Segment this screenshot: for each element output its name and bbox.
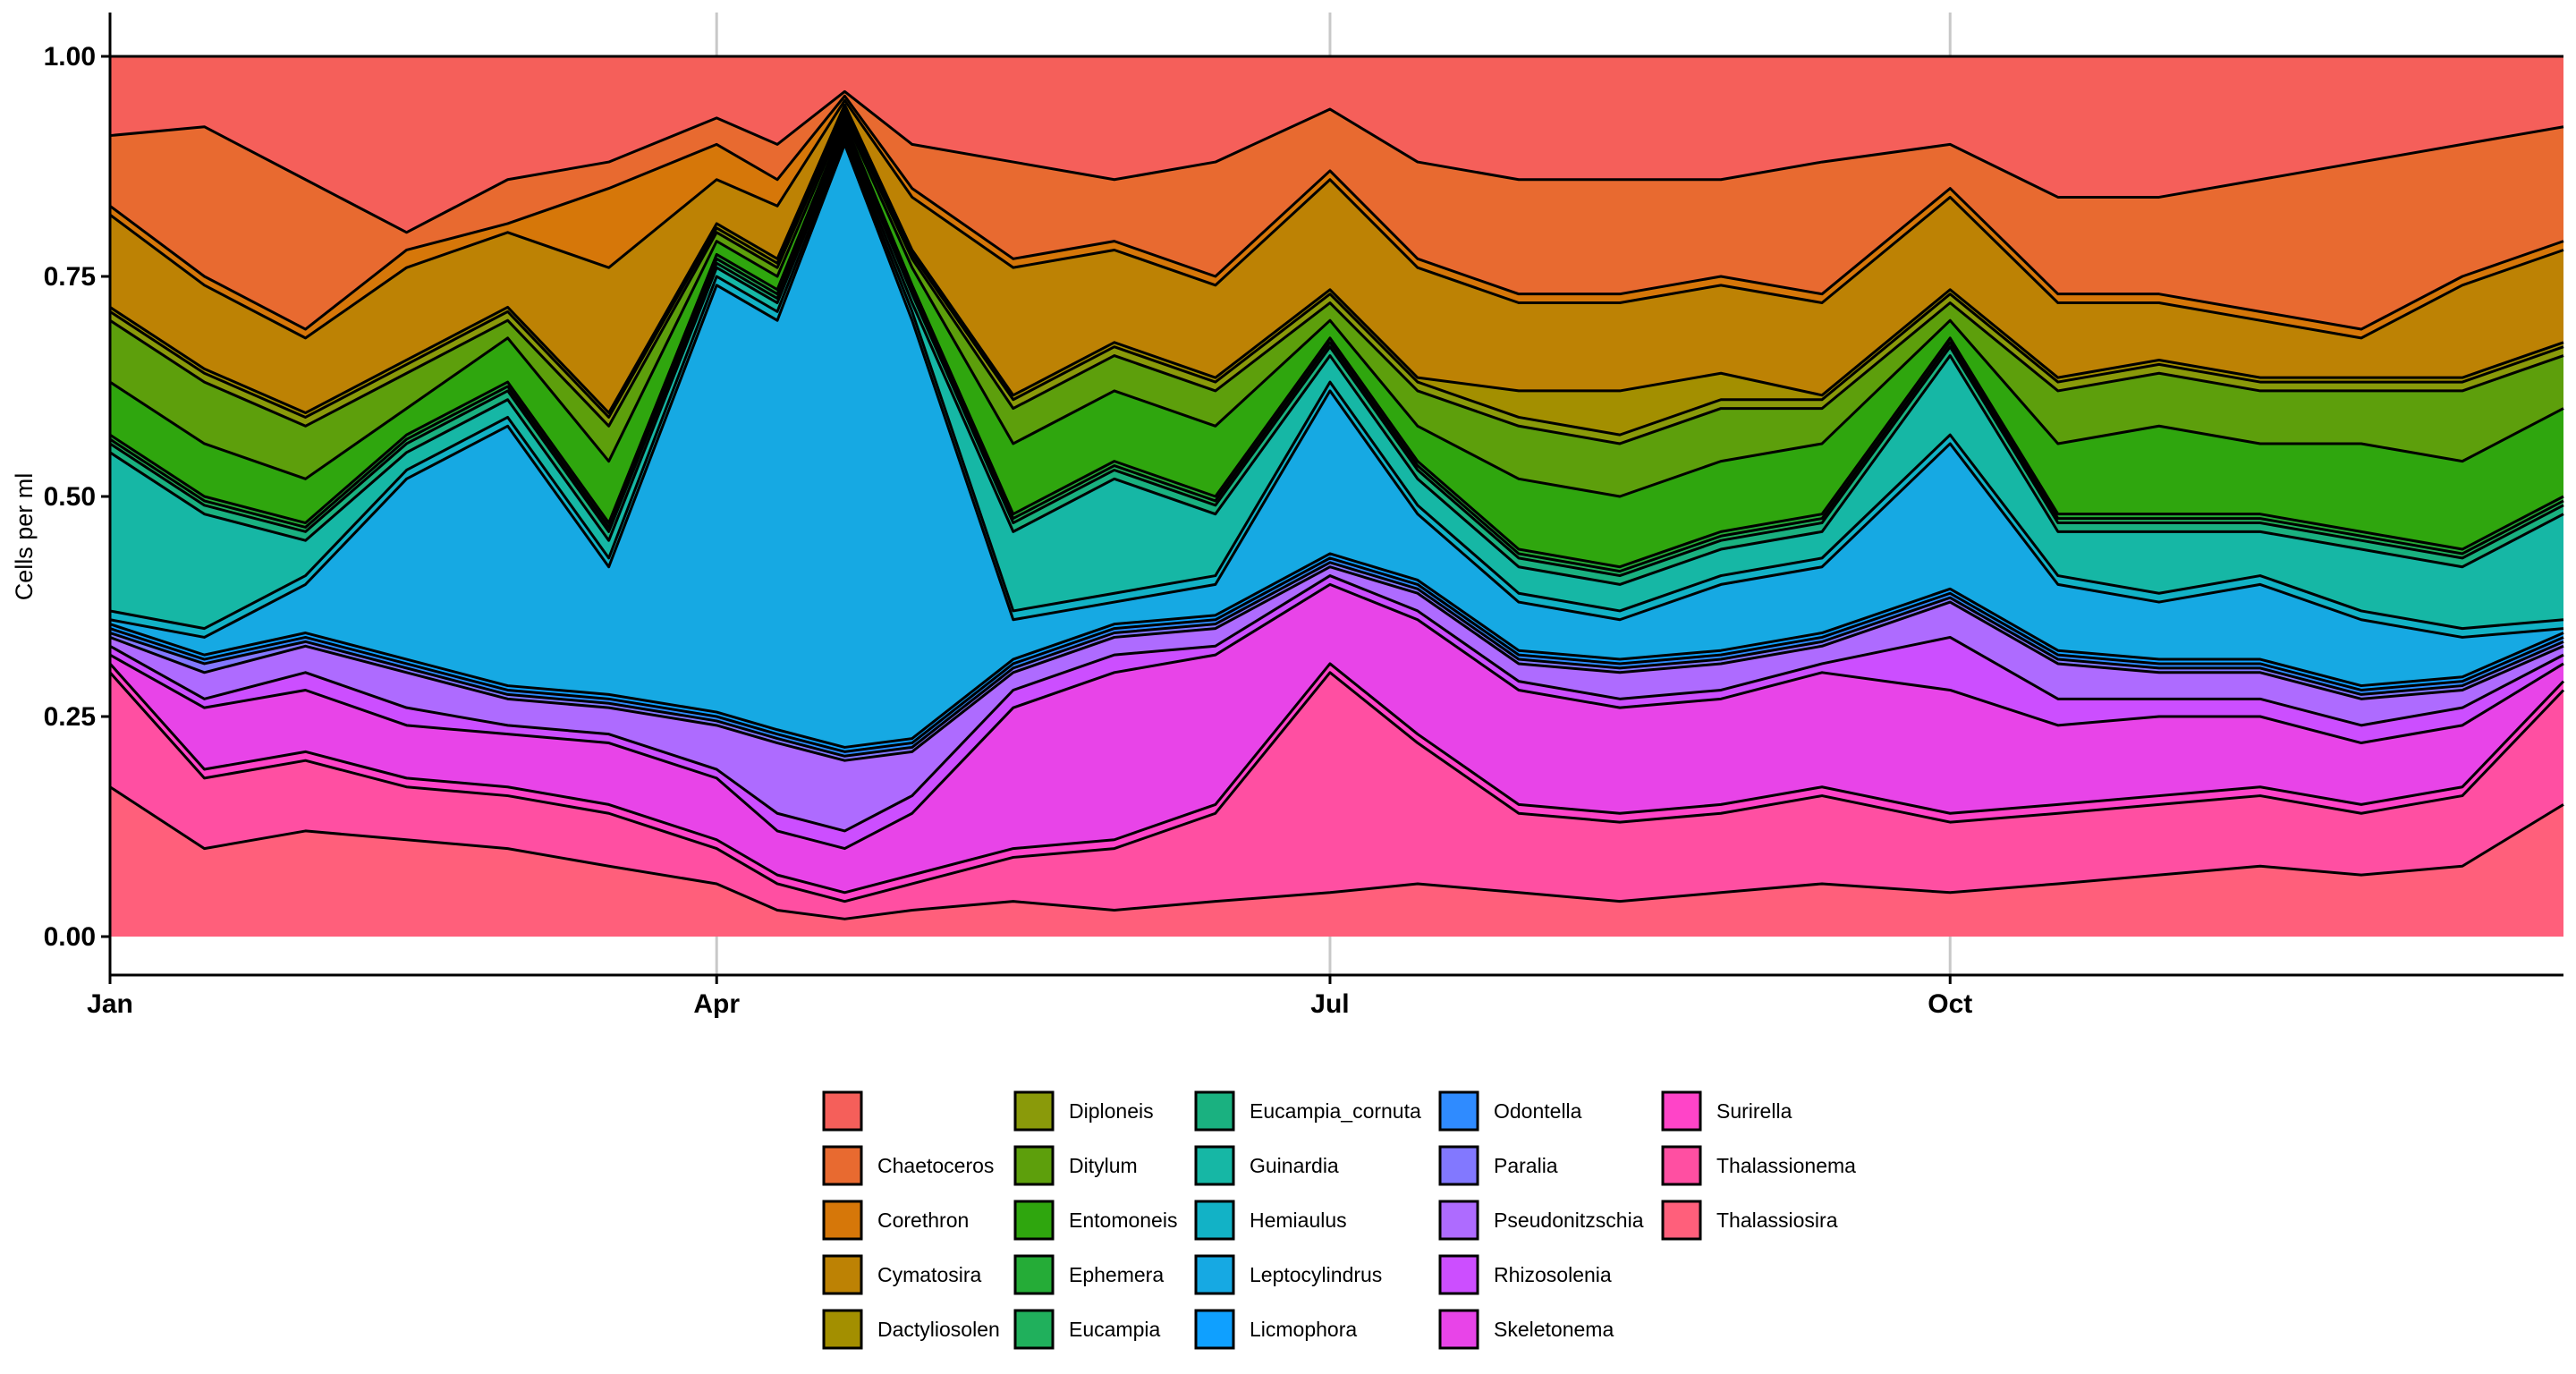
y-tick-label: 0.00 xyxy=(44,922,96,952)
legend-swatch-rhizosolenia xyxy=(1438,1254,1479,1295)
area-unnamed xyxy=(110,56,2563,233)
legend-swatch-eucampia xyxy=(1013,1309,1055,1350)
legend-label-corethron: Corethron xyxy=(877,1209,969,1232)
area-leptocylindrus xyxy=(110,144,2563,748)
area-ephemera xyxy=(110,122,2563,572)
legend-swatch-ditylum xyxy=(1013,1145,1055,1186)
area-thalassiosira xyxy=(110,786,2563,937)
legend-label-ephemera: Ephemera xyxy=(1069,1263,1164,1286)
legend-label-diploneis: Diploneis xyxy=(1069,1099,1154,1123)
legend-label-thalassiosira: Thalassiosira xyxy=(1716,1209,1838,1232)
legend-swatch-thalassionema xyxy=(1661,1145,1702,1186)
legend-label-licmophora: Licmophora xyxy=(1250,1318,1357,1341)
legend-swatch-ephemera xyxy=(1013,1254,1055,1295)
legend-swatch-surirella xyxy=(1661,1090,1702,1132)
area-skeletonema xyxy=(110,584,2563,893)
boundary-ditylum xyxy=(109,112,2564,445)
legend-label-rhizosolenia: Rhizosolenia xyxy=(1494,1263,1612,1286)
legend-label-ditylum: Ditylum xyxy=(1069,1154,1138,1177)
legend-swatch-pseudonitzschia xyxy=(1438,1200,1479,1241)
boundary-rhizosolenia xyxy=(109,574,2564,833)
legend-swatch-entomoneis xyxy=(1013,1200,1055,1241)
legend-swatch-guinardia xyxy=(1194,1145,1235,1186)
legend-label-skeletonema: Skeletonema xyxy=(1494,1318,1614,1341)
x-tick-label: Apr xyxy=(693,989,740,1019)
y-tick-label: 1.00 xyxy=(44,42,96,72)
legend-label-thalassionema: Thalassionema xyxy=(1716,1154,1856,1177)
legend-swatch-odontella xyxy=(1438,1090,1479,1132)
boundary-dactyliosolen xyxy=(109,103,2564,415)
boundary-skeletonema xyxy=(109,582,2564,851)
legend-swatch-licmophora xyxy=(1194,1309,1235,1350)
area-eucampia xyxy=(110,126,2563,576)
legend: Chaetoceros Corethron Cymatosira Dactylioso… xyxy=(822,1090,1856,1350)
legend-label-cymatosira: Cymatosira xyxy=(877,1263,982,1286)
boundary-entomoneis xyxy=(109,116,2564,498)
x-tick-label: Oct xyxy=(1928,989,1972,1019)
boundary-chaetoceros xyxy=(109,89,2564,234)
boundary-licmophora xyxy=(109,552,2564,749)
legend-swatch-unnamed xyxy=(822,1090,863,1132)
legend-label-surirella: Surirella xyxy=(1716,1099,1792,1123)
y-axis-title: Cells per ml xyxy=(11,473,38,601)
legend-label-eucampia: Eucampia xyxy=(1069,1318,1160,1341)
legend-label-eucampia-cornuta: Eucampia_cornuta xyxy=(1250,1099,1421,1123)
legend-label-paralia: Paralia xyxy=(1494,1154,1558,1177)
boundary-hemiaulus xyxy=(109,138,2564,631)
legend-label-leptocylindrus: Leptocylindrus xyxy=(1250,1263,1382,1286)
legend-label-hemiaulus: Hemiaulus xyxy=(1250,1209,1347,1232)
area-cymatosira xyxy=(110,100,2563,413)
legend-swatch-corethron xyxy=(822,1200,863,1241)
boundary-surirella xyxy=(108,662,2565,895)
y-tick-label: 0.50 xyxy=(44,482,96,512)
boundary-cymatosira xyxy=(109,98,2564,340)
legend-swatch-diploneis xyxy=(1013,1090,1055,1132)
x-tick-label: Jul xyxy=(1310,989,1349,1019)
boundary-ephemera xyxy=(109,121,2564,569)
area-guinardia xyxy=(110,135,2563,629)
boundary-eucampia-cornuta xyxy=(109,130,2564,578)
legend-swatch-thalassiosira xyxy=(1661,1200,1702,1241)
boundary-odontella xyxy=(109,556,2564,753)
legend-label-chaetoceros: Chaetoceros xyxy=(877,1154,994,1177)
legend-swatch-skeletonema xyxy=(1438,1309,1479,1350)
legend-swatch-paralia xyxy=(1438,1145,1479,1186)
area-layers xyxy=(108,55,2565,937)
boundary-paralia xyxy=(109,561,2564,758)
boundary-thalassionema xyxy=(108,671,2565,903)
legend-label-pseudonitzschia: Pseudonitzschia xyxy=(1494,1209,1644,1232)
area-pseudonitzschia xyxy=(110,566,2563,831)
area-entomoneis xyxy=(110,117,2563,567)
area-chaetoceros xyxy=(110,91,2563,330)
legend-swatch-eucampia-cornuta xyxy=(1194,1090,1235,1132)
x-tick-label: Jan xyxy=(87,989,133,1019)
area-corethron xyxy=(110,96,2563,338)
area-thalassionema xyxy=(110,672,2563,920)
axes: 0.00 0.25 0.50 0.75 1.00 Jan Apr Jul Oct xyxy=(44,13,2563,1019)
legend-label-odontella: Odontella xyxy=(1494,1099,1582,1123)
legend-label-entomoneis: Entomoneis xyxy=(1069,1209,1177,1232)
boundary-thalassiosira xyxy=(109,785,2564,920)
boundary-pseudonitzschia xyxy=(109,565,2564,762)
y-tick-label: 0.25 xyxy=(44,702,96,732)
y-tick-label: 0.75 xyxy=(44,262,96,292)
legend-label-dactyliosolen: Dactyliosolen xyxy=(877,1318,1000,1341)
area-rhizosolenia xyxy=(110,575,2563,849)
legend-label-guinardia: Guinardia xyxy=(1250,1154,1339,1177)
boundary-eucampia xyxy=(109,125,2564,573)
legend-swatch-leptocylindrus xyxy=(1194,1254,1235,1295)
legend-swatch-chaetoceros xyxy=(822,1145,863,1186)
boundary-diploneis xyxy=(109,107,2564,437)
legend-swatch-cymatosira xyxy=(822,1254,863,1295)
legend-swatch-dactyliosolen xyxy=(822,1309,863,1350)
boundary-corethron xyxy=(109,94,2564,331)
legend-swatch-hemiaulus xyxy=(1194,1200,1235,1241)
boundary-leptocylindrus xyxy=(109,142,2564,639)
boundary-guinardia xyxy=(109,134,2564,586)
